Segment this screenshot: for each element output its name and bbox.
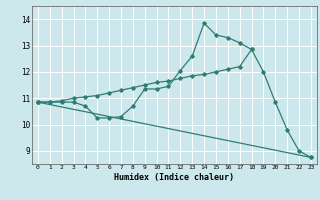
X-axis label: Humidex (Indice chaleur): Humidex (Indice chaleur) <box>115 173 234 182</box>
